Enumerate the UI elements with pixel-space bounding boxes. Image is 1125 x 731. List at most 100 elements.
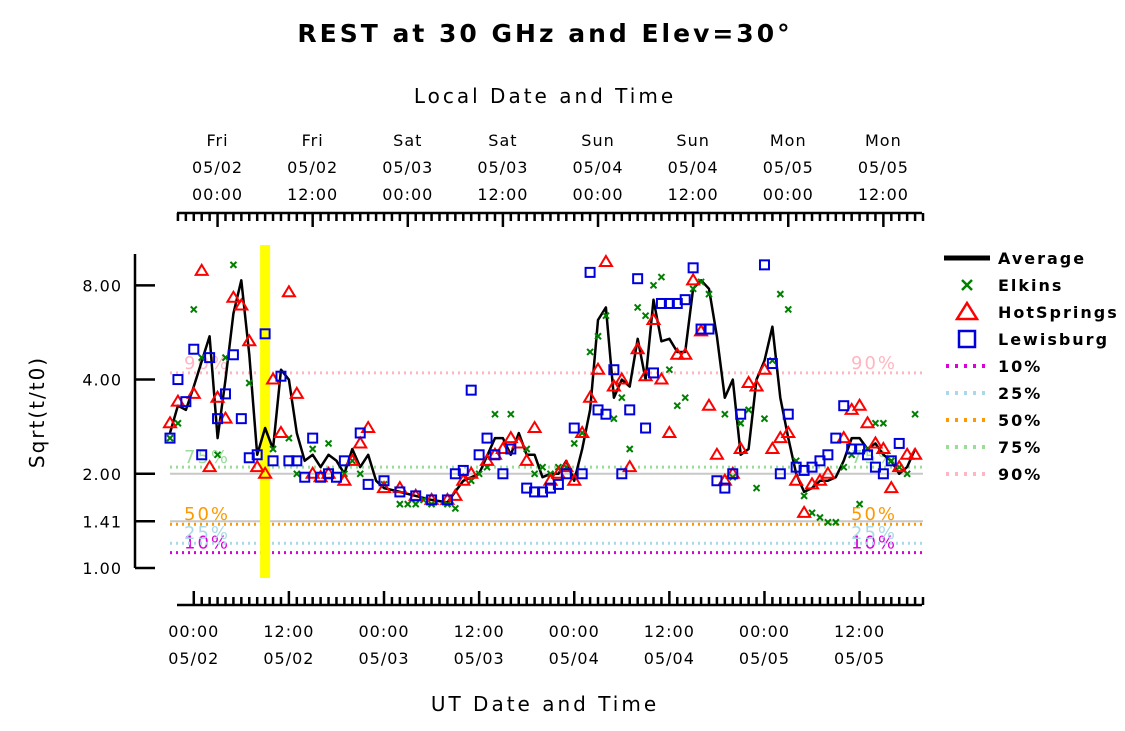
lewisburg-point [679, 294, 691, 306]
hotsprings-point [907, 446, 923, 460]
lewisburg-point [362, 478, 374, 490]
lewisburg-point [394, 486, 406, 498]
hotsprings-point [764, 441, 781, 454]
top-tick-label-day: Fri [207, 131, 229, 150]
elkins-point [832, 518, 840, 526]
lewisburg-point [251, 449, 263, 461]
lewisburg-point [584, 266, 596, 278]
legend-swatch-x [961, 279, 973, 291]
top-tick-label-date: 05/02 [192, 158, 243, 177]
top-tick-label-time: 00:00 [382, 185, 433, 204]
y-tick-label: 8.00 [82, 276, 122, 295]
hotsprings-point [201, 459, 218, 473]
hotsprings-point [661, 425, 678, 438]
hotsprings-point [273, 425, 289, 438]
elkins-point [776, 290, 785, 298]
hotsprings-point [899, 446, 915, 460]
lewisburg-point [338, 455, 350, 467]
legend-swatch-triangle [954, 300, 980, 321]
lewisburg-point [441, 494, 453, 506]
elkins-point [681, 393, 689, 402]
elkins-point [879, 419, 888, 427]
top-tick-label-date: 05/03 [382, 158, 433, 177]
hotsprings-point [526, 420, 543, 434]
lewisburg-point [465, 384, 477, 396]
top-tick-label-day: Sat [488, 131, 517, 150]
elkins-point [657, 273, 666, 281]
lewisburg-point [219, 388, 231, 400]
top-tick-label-date: 05/02 [287, 158, 338, 177]
hotsprings-point [518, 452, 535, 466]
highlight-band [260, 245, 271, 578]
elkins-point [887, 457, 896, 465]
x-tick-label-time: 12:00 [834, 622, 885, 641]
hotsprings-point [883, 480, 900, 494]
elkins-point [594, 332, 602, 340]
elkins-point [665, 366, 674, 374]
elkins-point [911, 410, 919, 418]
hotsprings-point [788, 472, 804, 486]
lewisburg-point [782, 408, 794, 420]
lewisburg-point [774, 468, 786, 480]
legend-label: Average [998, 249, 1086, 268]
lewisburg-point [711, 475, 723, 487]
top-tick-label-day: Sat [393, 131, 422, 150]
hotsprings-point [281, 284, 297, 298]
x-axis-label: UT Date and Time [431, 692, 659, 716]
lewisburg-point [663, 297, 675, 309]
elkins-point [641, 311, 650, 320]
lewisburg-point [869, 461, 881, 473]
hotsprings-point [289, 385, 305, 399]
x-tick-label-date: 05/02 [263, 649, 314, 668]
lewisburg-point [323, 468, 335, 480]
top-tick-label-day: Fri [302, 131, 324, 150]
lewisburg-point [735, 408, 747, 420]
elkins-point [570, 439, 578, 448]
lewisburg-point [449, 468, 461, 480]
lewisburg-point [877, 468, 889, 480]
chart-title: REST at 30 GHz and Elev=30° [297, 19, 792, 48]
lewisburg-point [457, 464, 469, 476]
hotsprings-point [669, 346, 686, 360]
elkins-point [507, 410, 515, 418]
hotsprings-point [257, 465, 273, 479]
lewisburg-point [164, 432, 176, 444]
lewisburg-point [703, 323, 715, 335]
lewisburg-point [204, 352, 216, 364]
percentile-label-left: 50% [184, 504, 230, 525]
lewisburg-point [727, 468, 739, 480]
hotsprings-point [812, 472, 828, 486]
y-tick-label: 1.41 [82, 512, 122, 531]
elkins-point [221, 353, 230, 362]
elkins-point [689, 285, 697, 293]
y-tick-label: 4.00 [82, 371, 122, 390]
lewisburg-point [505, 443, 517, 455]
hotsprings-point [455, 472, 472, 486]
hotsprings-point [614, 371, 630, 385]
x-tick-label-date: 05/03 [454, 649, 505, 668]
legend-label: 25% [998, 384, 1042, 403]
legend: Average Elkins HotSprings Lewisburg 10% 25% 50… [944, 249, 1117, 484]
elkins-point [190, 305, 198, 314]
hotsprings-point [740, 375, 757, 388]
lewisburg-point [854, 443, 866, 455]
x-tick-label-time: 12:00 [644, 622, 695, 641]
top-axis-label: Local Date and Time [414, 84, 676, 108]
lewisburg-point [410, 490, 422, 502]
top-tick-label-date: 05/05 [858, 158, 909, 177]
elkins-point [855, 500, 864, 508]
lewisburg-point [529, 486, 541, 498]
elkins-point [736, 419, 745, 427]
hotsprings-point [851, 397, 868, 411]
x-tick-label-time: 00:00 [739, 622, 790, 641]
hotsprings-point [621, 459, 638, 473]
hotsprings-point [503, 430, 519, 444]
hotsprings-point [677, 346, 693, 360]
lewisburg-point [259, 328, 271, 340]
elkins-point [649, 281, 658, 290]
elkins-point [491, 410, 499, 418]
axes-layer: 1.00 1.41 2.00 4.00 8.00 00:00 05/02 12:00 05/02… [82, 131, 925, 668]
lewisburg-point [814, 455, 826, 467]
hotsprings-point [859, 415, 876, 429]
hotsprings-point [875, 441, 892, 454]
